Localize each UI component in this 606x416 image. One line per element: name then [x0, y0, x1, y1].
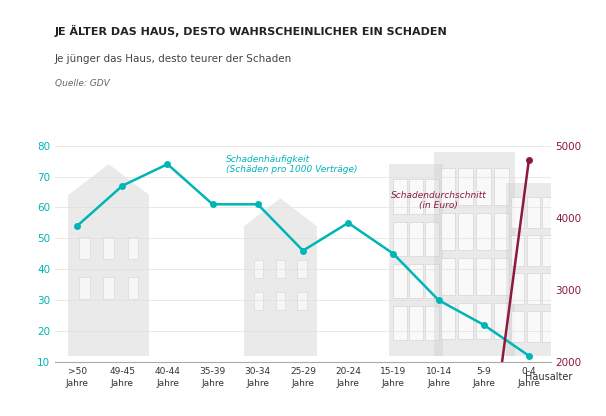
Bar [458, 303, 473, 339]
Bar [476, 213, 491, 250]
Bar [511, 196, 524, 228]
Bar [476, 303, 491, 339]
Bar [425, 222, 439, 256]
Bar [79, 277, 90, 300]
Text: JE ÄLTER DAS HAUS, DESTO WAHRSCHEINLICHER EIN SCHADEN: JE ÄLTER DAS HAUS, DESTO WAHRSCHEINLICHE… [55, 25, 447, 37]
Bar [409, 306, 423, 340]
Bar [527, 272, 541, 304]
Text: Hausalter: Hausalter [525, 372, 573, 382]
Polygon shape [68, 164, 150, 195]
Bar [276, 260, 285, 278]
Bar [79, 237, 90, 259]
Bar [542, 272, 556, 304]
Text: Schadenhäufigkeit
(Schäden pro 1000 Verträge): Schadenhäufigkeit (Schäden pro 1000 Vert… [226, 155, 358, 174]
Bar [298, 260, 307, 278]
Bar [434, 152, 515, 356]
Bar [494, 213, 509, 250]
Bar [542, 311, 556, 342]
Bar [244, 226, 316, 356]
Bar [409, 179, 423, 214]
Bar [254, 260, 264, 278]
Bar [511, 272, 524, 304]
Text: Je jünger das Haus, desto teurer der Schaden: Je jünger das Haus, desto teurer der Sch… [55, 54, 292, 64]
Bar [494, 168, 509, 205]
Bar [441, 213, 455, 250]
Bar [527, 196, 541, 228]
Bar [68, 195, 150, 356]
Bar [425, 306, 439, 340]
Bar [506, 183, 561, 356]
Bar [393, 222, 407, 256]
Text: Quelle: GDV: Quelle: GDV [55, 79, 109, 88]
Bar [409, 222, 423, 256]
Bar [425, 179, 439, 214]
Bar [511, 235, 524, 266]
Bar [409, 264, 423, 298]
Bar [128, 237, 138, 259]
Bar [458, 213, 473, 250]
Bar [441, 258, 455, 295]
Bar [104, 277, 114, 300]
Bar [393, 264, 407, 298]
Bar [298, 292, 307, 310]
Bar [254, 292, 264, 310]
Bar [128, 277, 138, 300]
Bar [494, 303, 509, 339]
Bar [527, 235, 541, 266]
Bar [458, 258, 473, 295]
Bar [476, 168, 491, 205]
Bar [458, 168, 473, 205]
Polygon shape [244, 198, 316, 226]
Bar [104, 237, 114, 259]
Bar [542, 235, 556, 266]
Bar [511, 311, 524, 342]
Bar [542, 196, 556, 228]
Bar [441, 303, 455, 339]
Bar [441, 168, 455, 205]
Text: Schadendurchschnitt
(in Euro): Schadendurchschnitt (in Euro) [391, 191, 487, 210]
Bar [494, 258, 509, 295]
Bar [425, 264, 439, 298]
Bar [393, 306, 407, 340]
Bar [276, 292, 285, 310]
Bar [393, 179, 407, 214]
Bar [476, 258, 491, 295]
Bar [389, 164, 443, 356]
Bar [527, 311, 541, 342]
